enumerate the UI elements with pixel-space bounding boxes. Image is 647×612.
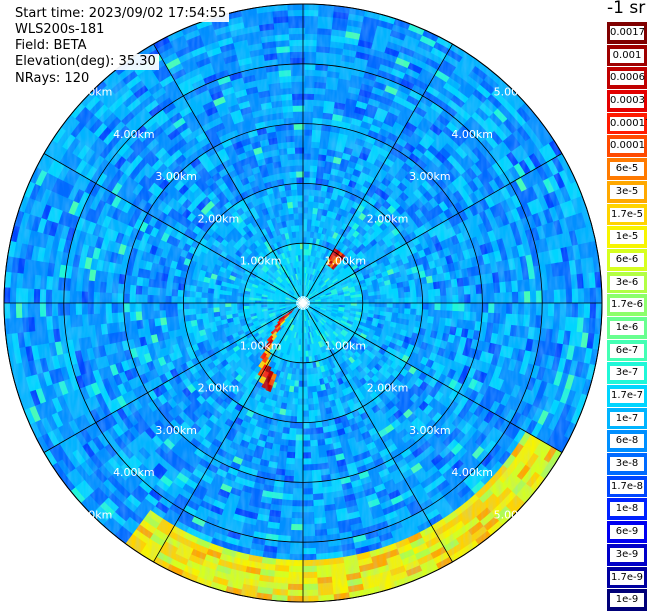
ppi-plot: 1.00km1.00km1.00km1.00km2.00km2.00km2.00… <box>0 0 647 607</box>
